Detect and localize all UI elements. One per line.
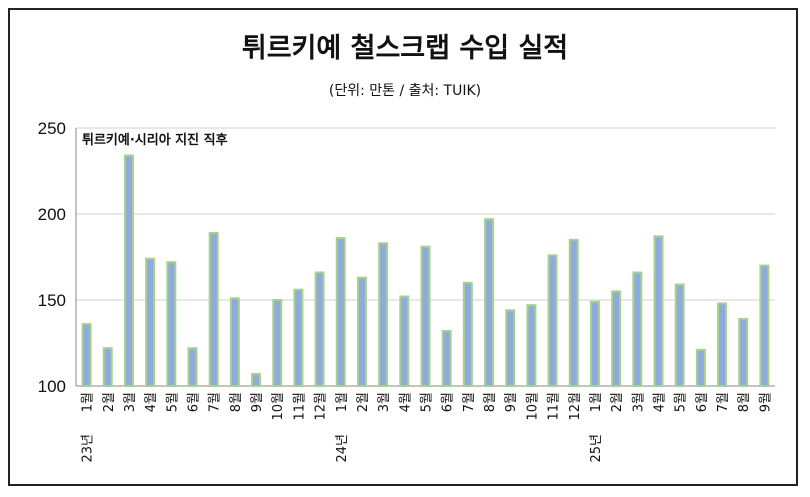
x-tick-label: 3월 [631,392,646,412]
x-tick-label: 8월 [229,392,244,412]
bar [420,245,431,387]
bar [547,254,558,387]
x-tick-label: 1월 [335,392,350,412]
x-year-label: 25년 [589,434,604,463]
bar [314,271,325,388]
x-tick-label: 8월 [483,392,498,412]
x-tick-label: 9월 [758,392,773,412]
chart-subtitle: (단위: 만톤 / 출처: TUIK) [328,83,482,99]
x-tick-label: 7월 [716,392,731,412]
x-tick-label: 1월 [81,392,96,412]
bar [145,257,156,387]
bar [526,304,537,387]
bar [632,271,643,388]
x-tick-label: 3월 [123,392,138,412]
x-tick-label: 9월 [250,392,265,412]
x-tick-label: 2월 [610,392,625,412]
annotation-text: 튀르키예·시리아 지진 직후 [82,132,228,148]
x-tick-label: 6월 [441,392,456,412]
x-tick-label: 11월 [292,392,307,421]
x-tick-label: 2월 [102,392,117,412]
x-tick-label: 6월 [695,392,710,412]
bar [102,347,113,388]
bar [123,154,134,387]
x-tick-label: 6월 [187,392,202,412]
x-tick-label: 3월 [377,392,392,412]
x-tick-label: 1월 [589,392,604,412]
bar [293,288,304,387]
bar [399,295,410,387]
x-year-label: 23년 [81,434,96,463]
bar [738,317,749,388]
bar [717,302,728,387]
y-tick-label: 150 [38,291,66,310]
chart-title: 튀르키예 철스크랩 수입 실적 [241,33,569,64]
x-tick-label: 4월 [398,392,413,412]
bar [759,264,770,388]
x-tick-label: 2월 [356,392,371,412]
x-tick-label: 4월 [653,392,668,412]
bar [272,299,283,387]
y-tick-label: 100 [38,377,66,396]
bar [208,231,219,387]
x-year-label: 24년 [335,434,350,463]
bar [335,237,346,387]
bar [356,276,367,388]
bar [568,238,579,387]
bar [462,281,473,387]
bar [378,242,389,387]
x-tick-label: 12월 [314,392,329,421]
x-tick-label: 10월 [271,392,286,421]
bar [166,261,177,387]
chart-frame [8,8,798,486]
bar [484,218,495,387]
bar [187,347,198,388]
y-tick-label: 250 [38,119,66,138]
bar [81,323,92,387]
x-tick-label: 8월 [737,392,752,412]
x-tick-label: 7월 [208,392,223,412]
bar [653,235,664,387]
bar [505,309,516,388]
x-tick-label: 10월 [525,392,540,421]
x-tick-label: 5월 [674,392,689,412]
x-tick-label: 5월 [420,392,435,412]
bar [589,300,600,387]
x-tick-label: 11월 [547,392,562,421]
x-tick-label: 7월 [462,392,477,412]
bar [695,348,706,388]
x-tick-label: 5월 [165,392,180,412]
x-tick-label: 9월 [504,392,519,412]
bar [611,290,622,387]
bar [674,283,685,387]
bar [229,297,240,387]
x-tick-label: 4월 [144,392,159,412]
bar [441,329,452,387]
y-tick-label: 200 [38,205,66,224]
x-tick-label: 12월 [568,392,583,421]
bar [251,372,262,387]
